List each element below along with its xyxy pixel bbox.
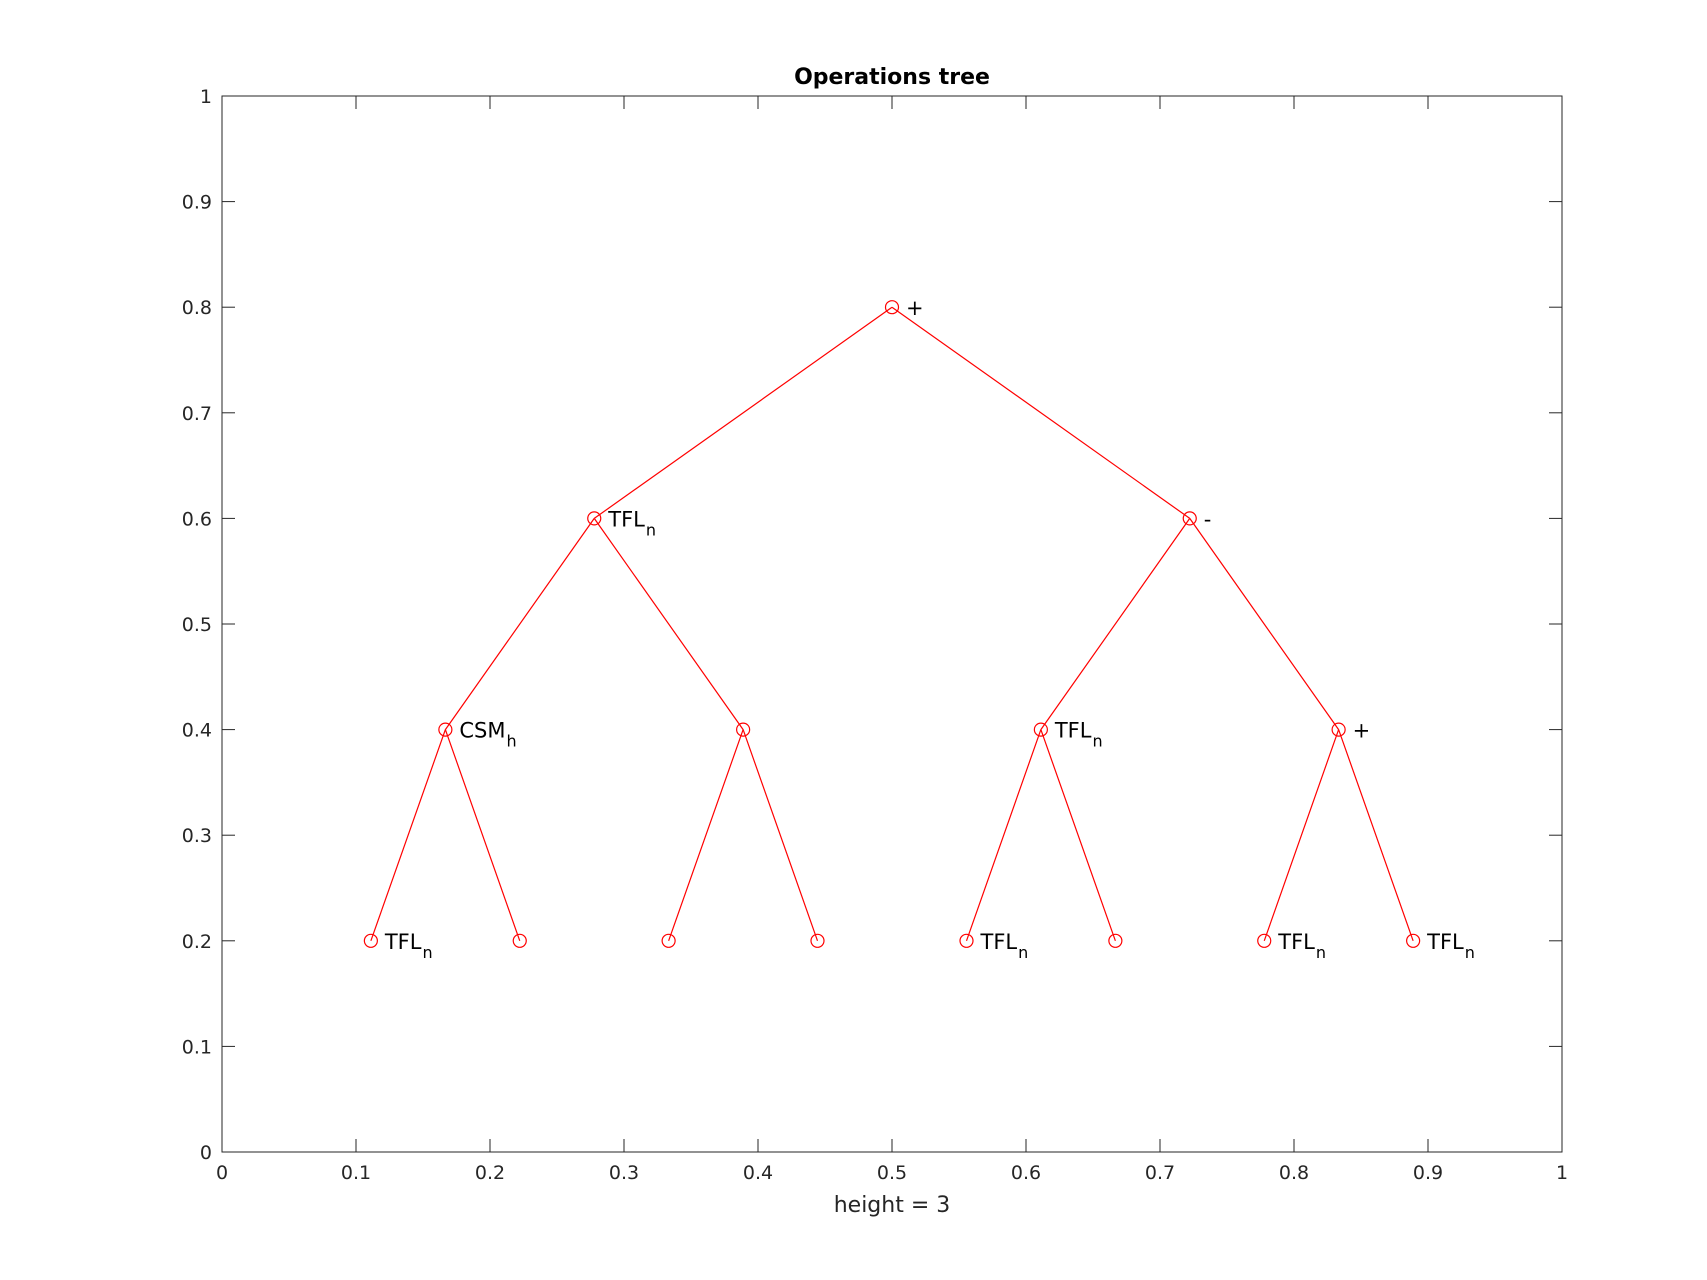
node-label-text: TFL <box>1277 930 1315 954</box>
node-label: TFLn <box>1277 930 1326 962</box>
tree-node-marker <box>1257 933 1272 948</box>
tree-edge <box>593 306 893 519</box>
tree-edge <box>444 518 595 730</box>
y-tick-label: 1 <box>200 86 212 108</box>
tree-edge <box>891 306 1191 519</box>
tree-edges <box>370 306 1414 941</box>
tree-edge <box>1040 729 1116 941</box>
node-label-text: CSM <box>459 719 505 743</box>
y-tick-label: 0 <box>200 1142 212 1164</box>
tree-edge <box>593 518 744 730</box>
node-label: TFLn <box>980 930 1029 962</box>
tree-edge <box>444 729 521 941</box>
node-label-subscript: h <box>507 732 517 751</box>
tree-node-marker <box>1182 511 1197 526</box>
y-tick-label: 0.2 <box>182 931 212 953</box>
chart-title: Operations tree <box>794 65 990 90</box>
x-axis-label: height = 3 <box>834 1193 951 1218</box>
tree-edge <box>1338 729 1414 941</box>
node-label-text: + <box>1353 719 1371 743</box>
tree-edge <box>370 729 446 941</box>
axes-background <box>222 96 1562 1152</box>
node-label-text: TFL <box>1426 930 1464 954</box>
node-label: TFLn <box>1426 930 1475 962</box>
node-label: CSMh <box>459 719 516 751</box>
tree-node-marker <box>810 933 825 948</box>
x-tick-label: 0.9 <box>1413 1162 1443 1184</box>
node-labels: +TFLn -CSMh TFLn +TFLn TFLn TFLn TFLn <box>384 296 1475 962</box>
x-axis-ticks: 0 0.1 0.2 0.3 0.4 0.5 0.6 0.7 0.8 0.9 1 <box>216 96 1568 1184</box>
tree-edge <box>1189 518 1340 730</box>
tree-node-marker <box>1033 722 1048 737</box>
x-tick-label: 0.5 <box>877 1162 907 1184</box>
tree-node-marker <box>959 933 974 948</box>
node-label-text: TFL <box>384 930 422 954</box>
node-label-subscript: n <box>646 520 656 539</box>
x-tick-label: 0 <box>216 1162 228 1184</box>
y-tick-label: 0.8 <box>182 297 212 319</box>
node-label: TFLn <box>1054 719 1103 751</box>
node-label: + <box>1353 719 1371 743</box>
tree-node-marker <box>736 722 751 737</box>
tree-node-marker <box>1108 933 1123 948</box>
node-label-text: - <box>1204 507 1212 531</box>
node-label: TFLn <box>384 930 433 962</box>
tree-node-marker <box>587 511 602 526</box>
x-tick-label: 0.2 <box>475 1162 505 1184</box>
x-tick-label: 0.7 <box>1145 1162 1175 1184</box>
x-tick-label: 0.3 <box>609 1162 639 1184</box>
tree-edge <box>742 729 819 941</box>
tree-nodes <box>363 300 1421 948</box>
tree-node-marker <box>363 933 378 948</box>
node-label-text: + <box>906 296 924 320</box>
y-tick-label: 0.1 <box>182 1036 212 1058</box>
node-label-subscript: n <box>422 943 432 962</box>
x-tick-label: 0.4 <box>743 1162 773 1184</box>
y-tick-label: 0.4 <box>182 720 212 742</box>
node-label: + <box>906 296 924 320</box>
x-tick-label: 0.8 <box>1279 1162 1309 1184</box>
plot-area <box>222 96 1562 1152</box>
x-tick-label: 1 <box>1556 1162 1568 1184</box>
node-label-text: TFL <box>980 930 1018 954</box>
node-label: TFLn <box>607 507 656 539</box>
node-label-subscript: n <box>1316 943 1326 962</box>
tree-edge <box>965 729 1042 941</box>
tree-edge <box>668 729 744 941</box>
x-tick-label: 0.1 <box>341 1162 371 1184</box>
y-tick-label: 0.7 <box>182 403 212 425</box>
tree-edge <box>1263 729 1340 941</box>
y-tick-label: 0.3 <box>182 825 212 847</box>
tree-node-marker <box>512 933 527 948</box>
x-tick-label: 0.6 <box>1011 1162 1041 1184</box>
y-axis-ticks: 0 0.1 0.2 0.3 0.4 0.5 0.6 0.7 0.8 0.9 1 <box>182 86 1562 1164</box>
node-label-subscript: n <box>1018 943 1028 962</box>
tree-edge <box>1040 518 1191 730</box>
tree-node-marker <box>1331 722 1346 737</box>
tree-node-marker <box>661 933 676 948</box>
node-label-subscript: n <box>1092 732 1102 751</box>
node-label-text: TFL <box>607 507 645 531</box>
node-label-subscript: n <box>1465 943 1475 962</box>
node-label: - <box>1204 507 1212 531</box>
tree-node-marker <box>884 300 900 315</box>
node-label-text: TFL <box>1054 719 1092 743</box>
tree-node-marker <box>1406 933 1421 948</box>
tree-node-marker <box>438 722 453 737</box>
y-tick-label: 0.5 <box>182 614 212 636</box>
y-tick-label: 0.6 <box>182 508 212 530</box>
y-tick-label: 0.9 <box>182 192 212 214</box>
